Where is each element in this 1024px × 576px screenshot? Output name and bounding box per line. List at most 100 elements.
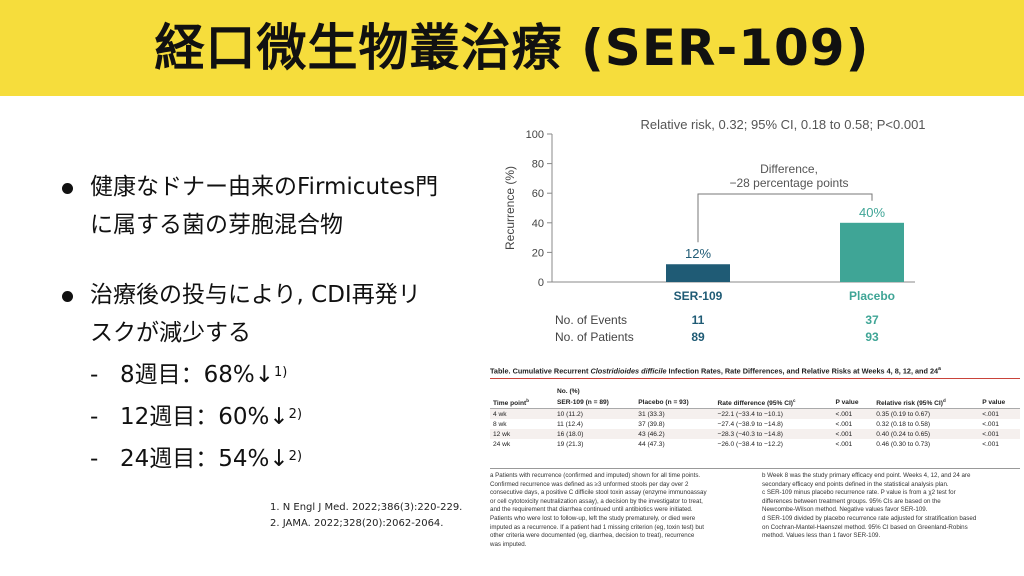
- table-figure: Table. Cumulative Recurrent Clostridioid…: [486, 364, 1024, 574]
- chart-title: Relative risk, 0.32; 95% CI, 0.18 to 0.5…: [640, 117, 925, 132]
- table-cell: 4 wk: [493, 410, 507, 418]
- table-cell: 16 (18.0): [557, 430, 584, 438]
- reference-2: 2. JAMA. 2022;328(20):2062-2064.: [270, 518, 444, 529]
- title-band: [0, 0, 1024, 96]
- no-header: No. (%): [557, 387, 580, 395]
- column-header: Time pointb: [490, 396, 554, 410]
- column-header: SER-109 (n = 89): [554, 396, 636, 410]
- table-cell: <.001: [835, 410, 853, 418]
- table-cell: <.001: [835, 430, 853, 438]
- subitem-text: 8週目：68%↓: [120, 362, 275, 388]
- dash: -: [90, 446, 99, 472]
- table-cell: −26.0 (−38.4 to −12.2): [717, 440, 783, 448]
- footnotes-left: a Patients with recurrence (confirmed an…: [490, 472, 752, 549]
- footnote-line: d SER-109 divided by placebo recurrence …: [762, 514, 977, 522]
- summary-row-label: No. of Patients: [555, 330, 634, 344]
- bar-placebo: [840, 222, 904, 282]
- bar-value-label: 40%: [859, 205, 885, 220]
- slide-title: 経口微生物叢治療 (SER-109): [154, 19, 870, 77]
- footnote-line: on Cochran-Mantel-Haenszel method. 95% C…: [762, 523, 968, 531]
- column-header: Rate difference (95% CI)c: [714, 396, 833, 410]
- y-axis-label: Recurrence (%): [503, 166, 517, 250]
- table-cell: 0.46 (0.30 to 0.73): [876, 440, 931, 448]
- table-cell: 0.40 (0.24 to 0.65): [876, 430, 931, 438]
- recurrence-bar-chart: Relative risk, 0.32; 95% CI, 0.18 to 0.5…: [500, 112, 1020, 352]
- column-header: Relative risk (95% CI)d: [873, 396, 980, 410]
- footnote-line: a Patients with recurrence (confirmed an…: [490, 472, 701, 479]
- table-cell: −28.3 (−40.3 to −14.8): [717, 430, 783, 438]
- footnote-line: Newcombe-Wilson method. Negative values …: [762, 506, 928, 514]
- footnote-line: c SER-109 minus placebo recurrence rate.…: [762, 489, 956, 497]
- table-cell: 37 (39.8): [638, 420, 665, 428]
- table-row: 4 wk 10 (11.2) 31 (33.3) −22.1 (−33.4 to −1…: [490, 408, 1020, 420]
- bar-ser-109: [666, 264, 730, 282]
- y-tick-label: 80: [532, 159, 544, 171]
- table-title: Table. Cumulative Recurrent Clostridioid…: [490, 366, 941, 376]
- bullet-dot: [62, 291, 73, 302]
- footnote-line: differences between treatment groups. 95…: [762, 497, 941, 505]
- table-cell: 0.32 (0.18 to 0.58): [876, 420, 931, 428]
- footnote-line: or cell cytotoxicity neutralization assa…: [490, 497, 703, 505]
- bar-value-label: 12%: [685, 246, 711, 261]
- table-cell: 24 wk: [493, 440, 511, 448]
- table-cell: <.001: [982, 420, 999, 428]
- footnote-line: Confirmed recurrence was defined as ≥3 u…: [490, 480, 689, 488]
- difference-bracket: [697, 193, 873, 243]
- summary-row-label: No. of Events: [555, 313, 627, 327]
- bullet-2-line-2: スクが減少する: [90, 320, 251, 346]
- reference-1: 1. N Engl J Med. 2022;386(3):220-229.: [270, 502, 463, 513]
- footnote-line: other criteria were documented (eg, diar…: [490, 532, 695, 540]
- table-cell: 10 (11.2): [557, 410, 583, 418]
- table-row: 8 wk 11 (12.4) 37 (39.8) −27.4 (−38.9 to −1…: [490, 419, 1020, 429]
- category-label: Placebo: [849, 289, 895, 303]
- table-cell: <.001: [982, 440, 999, 448]
- table-cell: <.001: [982, 410, 999, 418]
- footnote-line: and the requirement that diarrhea contin…: [490, 506, 693, 514]
- annotation-line: −28 percentage points: [729, 176, 848, 190]
- footnotes-right: b Week 8 was the study primary efficacy …: [762, 472, 1024, 541]
- footnote-line: Patients who were lost to follow-up, lef…: [490, 514, 696, 522]
- table-rule: [490, 468, 1020, 469]
- subitem-week12: -12週目：60%↓2): [90, 398, 302, 436]
- dash: -: [90, 404, 99, 430]
- table-cell: 19 (21.3): [557, 440, 584, 448]
- y-tick-label: 60: [532, 188, 544, 200]
- footnote-line: consecutive days, a positive C difficile…: [490, 489, 707, 497]
- table-rule: [490, 378, 1020, 379]
- table-cell: −27.4 (−38.9 to −14.8): [717, 420, 783, 428]
- table-row: 24 wk 19 (21.3) 44 (47.3) −26.0 (−38.4 to −…: [490, 439, 1020, 449]
- footnote-ref: 1): [274, 365, 288, 380]
- summary-value: 11: [692, 313, 705, 327]
- summary-value: 37: [865, 313, 879, 327]
- table-cell: <.001: [982, 430, 999, 438]
- column-header: Placebo (n = 93): [635, 396, 715, 410]
- footnote-line: was imputed.: [490, 540, 527, 548]
- table-cell: 8 wk: [493, 420, 507, 428]
- footnote-line: method. Values less than 1 favor SER-109…: [762, 532, 881, 540]
- bullet-1-line-1: 健康なドナー由来のFirmicutes門: [90, 174, 439, 200]
- summary-value: 89: [691, 330, 705, 344]
- y-tick-label: 40: [532, 218, 544, 230]
- table-cell: 43 (46.2): [638, 430, 665, 438]
- footnote-line: b Week 8 was the study primary efficacy …: [762, 472, 971, 479]
- category-label: SER-109: [674, 289, 723, 303]
- table-cell: <.001: [835, 440, 853, 448]
- table-cell: 0.35 (0.19 to 0.67): [876, 410, 931, 418]
- references: 1. N Engl J Med. 2022;386(3):220-229. 2.…: [270, 500, 462, 532]
- footnote-ref: 2): [288, 407, 303, 422]
- y-tick-label: 100: [526, 129, 544, 141]
- footnote-ref: 2): [288, 449, 303, 464]
- bullet-dot: [62, 183, 73, 194]
- subitem-week24: -24週目：54%↓2): [90, 440, 302, 478]
- table-cell: <.001: [835, 420, 853, 428]
- y-tick-label: 20: [532, 247, 544, 259]
- annotation-background: [728, 156, 854, 190]
- chart-svg: Relative risk, 0.32; 95% CI, 0.18 to 0.5…: [503, 117, 926, 344]
- footnote-line: imputed as a recurrence. If a patient ha…: [490, 523, 704, 531]
- subitem-text: 12週目：60%↓: [120, 404, 289, 430]
- subitem-text: 24週目：54%↓: [120, 446, 289, 472]
- y-tick-label: 0: [538, 277, 544, 289]
- bullet-1-line-2: に属する菌の芽胞混合物: [90, 212, 343, 238]
- table-header-row: Time pointb SER-109 (n = 89) Placebo (n = …: [490, 396, 1020, 410]
- annotation-line: Difference,: [760, 162, 818, 176]
